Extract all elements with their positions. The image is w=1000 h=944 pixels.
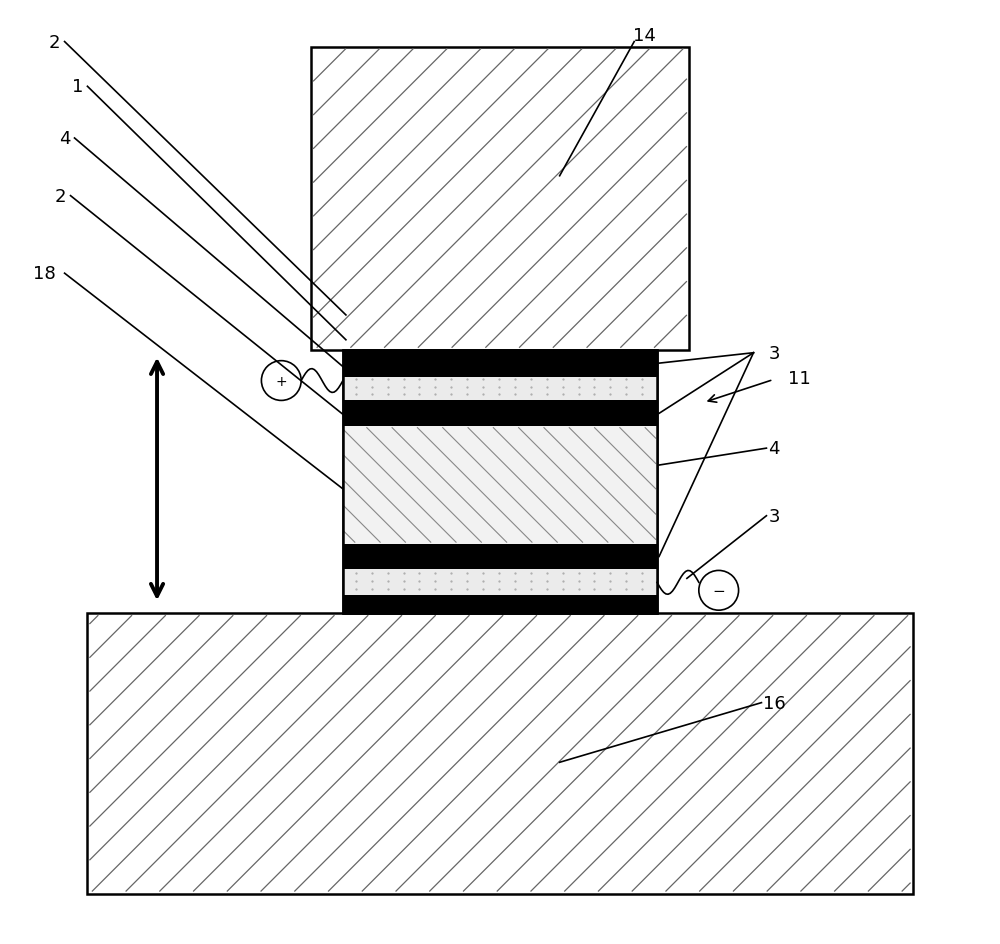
Bar — [343, 427, 657, 544]
Text: 1: 1 — [72, 78, 83, 96]
Text: 3: 3 — [768, 345, 780, 362]
Bar — [343, 401, 657, 427]
Bar — [343, 350, 657, 614]
Bar — [343, 378, 657, 401]
Text: 4: 4 — [59, 130, 70, 148]
Text: 11: 11 — [788, 369, 811, 387]
Text: 4: 4 — [768, 440, 780, 458]
Bar — [343, 350, 657, 378]
Bar — [87, 614, 913, 894]
Bar — [343, 570, 657, 596]
Text: 3: 3 — [768, 507, 780, 525]
Text: 14: 14 — [633, 26, 656, 44]
Text: 18: 18 — [33, 265, 56, 283]
Bar — [343, 544, 657, 570]
Bar — [311, 47, 689, 350]
Text: +: + — [275, 374, 287, 388]
Text: 16: 16 — [763, 694, 786, 712]
Bar — [343, 350, 657, 614]
Text: −: − — [712, 583, 725, 598]
Text: 2: 2 — [49, 33, 60, 52]
Bar — [343, 596, 657, 614]
Text: 2: 2 — [55, 188, 66, 206]
